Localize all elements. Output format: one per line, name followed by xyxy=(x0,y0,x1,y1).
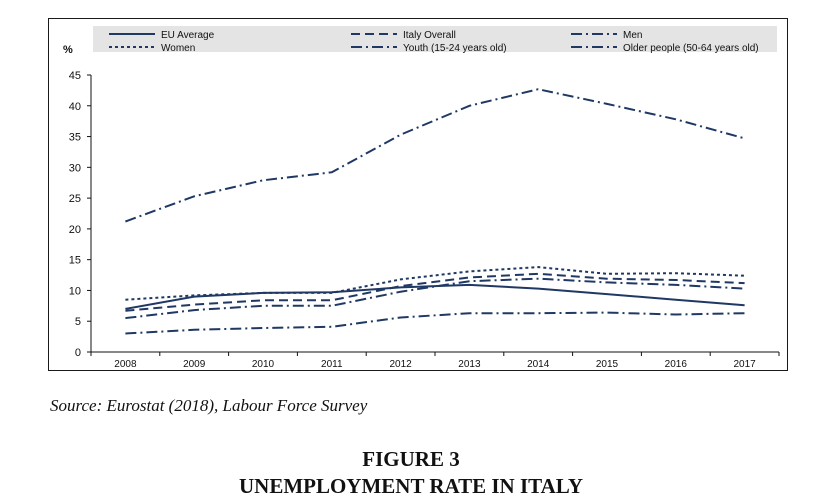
series-line-1 xyxy=(125,272,745,312)
y-tick-label: 45 xyxy=(69,70,81,82)
x-tick-label: 2015 xyxy=(596,359,619,370)
x-tick-label: 2010 xyxy=(252,359,275,370)
x-tick-label: 2013 xyxy=(458,359,481,370)
x-tick-label: 2011 xyxy=(321,359,343,370)
legend-label: EU Average xyxy=(161,30,215,41)
y-tick-label: 10 xyxy=(69,285,81,297)
series-line-5 xyxy=(125,311,745,335)
y-tick-label: 30 xyxy=(69,162,81,174)
series-line-4 xyxy=(125,88,745,223)
x-tick-label: 2008 xyxy=(114,359,137,370)
x-tick-label: 2016 xyxy=(665,359,688,370)
chart-frame: EU Average Italy Overall Men Women Youth (15… xyxy=(48,18,788,371)
legend-label: Italy Overall xyxy=(403,30,456,41)
legend: EU Average Italy Overall Men Women Youth (15… xyxy=(93,26,777,54)
line-chart: EU Average Italy Overall Men Women Youth (15… xyxy=(63,26,780,370)
x-tick-label: 2012 xyxy=(389,359,412,370)
source-caption: Source: Eurostat (2018), Labour Force Su… xyxy=(50,396,368,415)
y-tick-label: 5 xyxy=(75,316,81,328)
legend-label: Older people (50-64 years old) xyxy=(623,43,759,54)
series-line-0 xyxy=(125,283,745,310)
y-tick-label: 15 xyxy=(69,255,81,267)
series-line-3 xyxy=(125,266,745,301)
chart-axes: % 0 5 10 15 20 25 30 35 40 45 2008 2009 2010 2011 2012 2… xyxy=(63,44,780,370)
x-tick-label: 2017 xyxy=(733,359,756,370)
y-tick-label: 20 xyxy=(69,224,81,236)
x-tick-label: 2014 xyxy=(527,359,550,370)
legend-label: Women xyxy=(161,43,195,54)
y-tick-label: 35 xyxy=(69,132,81,144)
y-axis-unit-label: % xyxy=(63,44,73,56)
y-tick-label: 40 xyxy=(69,101,81,113)
series-lines xyxy=(125,88,745,335)
figure-title: UNEMPLOYMENT RATE IN ITALY xyxy=(238,474,584,498)
y-tick-label: 25 xyxy=(69,193,81,205)
figure-number: FIGURE 3 xyxy=(362,447,460,471)
x-tick-label: 2009 xyxy=(183,359,206,370)
legend-label: Men xyxy=(623,30,642,41)
legend-label: Youth (15-24 years old) xyxy=(403,43,507,54)
legend-background xyxy=(93,26,777,52)
y-tick-label: 0 xyxy=(75,347,81,359)
